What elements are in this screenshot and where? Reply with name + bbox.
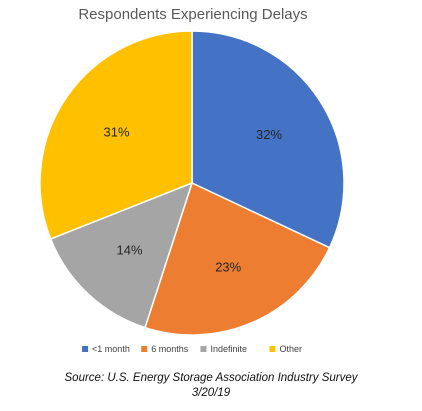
- legend-swatch-indefinite: [200, 346, 207, 352]
- data-label-other: 31%: [104, 125, 130, 140]
- legend-swatch-1-month: [82, 346, 89, 352]
- pie-slice-other: [39, 30, 193, 240]
- data-label-1-month: 32%: [256, 127, 282, 142]
- chart-title: Respondents Experiencing Delays: [78, 6, 307, 23]
- legend: <1 month 6 months Indefinite Other: [82, 344, 302, 354]
- source-line-2: 3/20/19: [191, 387, 231, 399]
- legend-label-6-months: 6 months: [151, 344, 189, 354]
- pie-slice-6-months: [144, 181, 331, 336]
- pie-slices: [39, 30, 345, 336]
- source-line-1: Source: U.S. Energy Storage Association …: [64, 372, 358, 384]
- legend-swatch-other: [269, 346, 276, 352]
- data-label-indefinite: 14%: [117, 242, 143, 257]
- pie-slice-indefinite: [49, 181, 194, 329]
- slice-labels: 32% 23% 14% 31%: [104, 125, 283, 275]
- legend-label-other: Other: [279, 344, 302, 354]
- legend-swatch-6-months: [141, 346, 148, 352]
- data-label-6-months: 23%: [215, 260, 241, 275]
- legend-label-1-month: <1 month: [92, 344, 130, 354]
- pie-slice-1-month: [191, 30, 345, 249]
- legend-label-indefinite: Indefinite: [210, 344, 247, 354]
